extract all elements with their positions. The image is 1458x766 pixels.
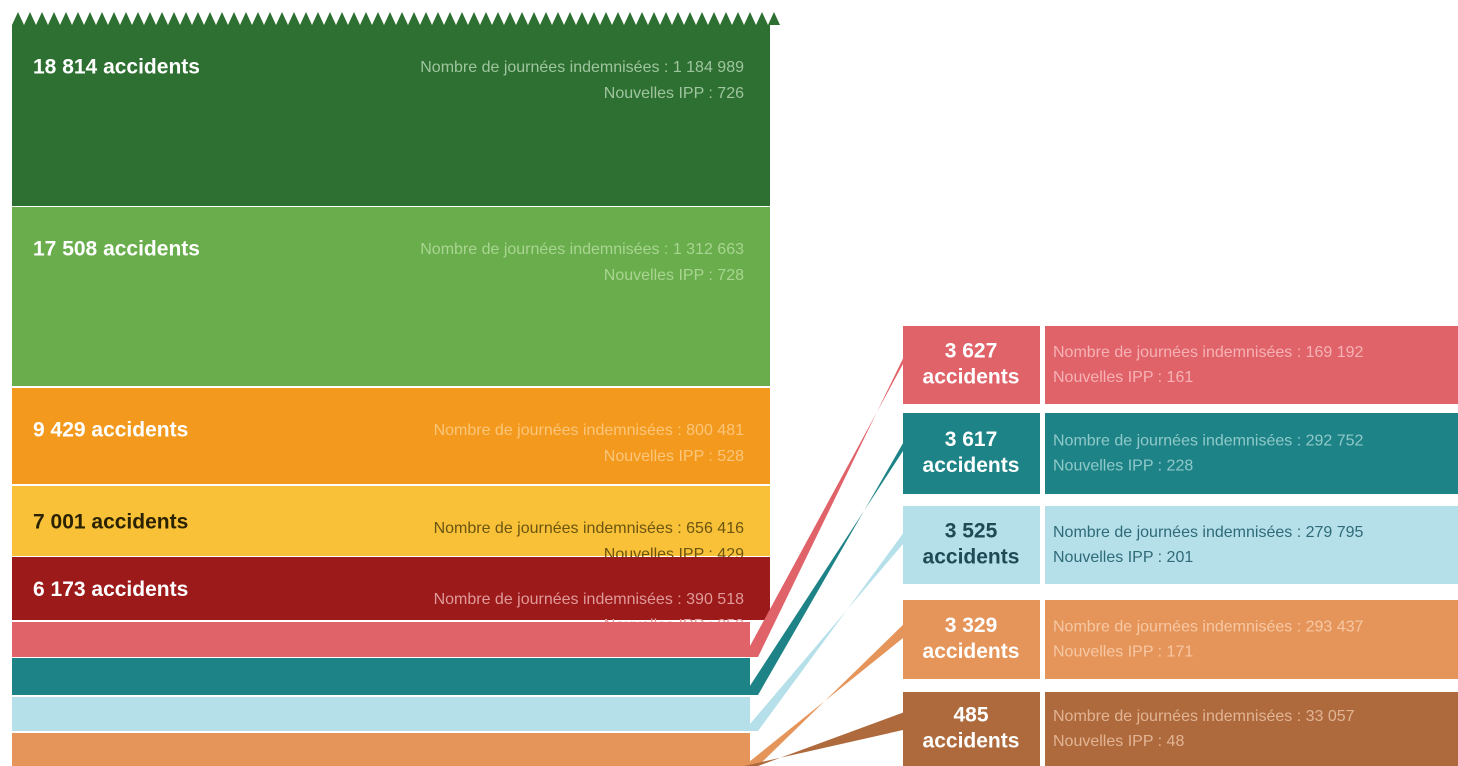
callout-text-box xyxy=(1045,413,1458,494)
callout-days: Nombre de journées indemnisées : 169 192 xyxy=(1053,344,1364,361)
callout-text-box xyxy=(1045,600,1458,679)
callout-text-box xyxy=(1045,692,1458,766)
band xyxy=(12,697,750,731)
band xyxy=(12,207,770,386)
callout-unit: accidents xyxy=(923,546,1020,569)
band-days: Nombre de journées indemnisées : 656 416 xyxy=(434,520,745,537)
band xyxy=(12,658,750,695)
band-label: 17 508 accidents xyxy=(33,238,200,261)
callout-count-box xyxy=(903,506,1040,584)
connector xyxy=(744,710,910,766)
band-ipp: Nouvelles IPP : 728 xyxy=(604,267,744,284)
callout-text-box xyxy=(1045,506,1458,584)
band xyxy=(12,733,750,766)
band xyxy=(12,622,750,657)
callout-days: Nombre de journées indemnisées : 279 795 xyxy=(1053,524,1364,541)
callout-count-box xyxy=(903,600,1040,679)
callout-ipp: Nouvelles IPP : 48 xyxy=(1053,733,1184,750)
band xyxy=(12,486,770,556)
callout-count: 3 525 xyxy=(945,520,998,543)
callout-unit: accidents xyxy=(923,454,1020,477)
callout-ipp: Nouvelles IPP : 201 xyxy=(1053,549,1193,566)
callout-days: Nombre de journées indemnisées : 292 752 xyxy=(1053,433,1364,450)
zigzag xyxy=(12,12,780,25)
callout-ipp: Nouvelles IPP : 171 xyxy=(1053,644,1193,661)
band-days: Nombre de journées indemnisées : 1 184 9… xyxy=(420,59,744,76)
callout-count: 3 329 xyxy=(945,614,998,637)
callout-ipp: Nouvelles IPP : 161 xyxy=(1053,369,1193,386)
callout-count: 3 627 xyxy=(945,340,998,363)
band xyxy=(12,388,770,484)
band-label: 18 814 accidents xyxy=(33,56,200,79)
band-days: Nombre de journées indemnisées : 800 481 xyxy=(434,422,745,439)
callout-text-box xyxy=(1045,326,1458,404)
band-label: 6 173 accidents xyxy=(33,578,188,601)
callout-count-box xyxy=(903,413,1040,494)
callout-count-box xyxy=(903,326,1040,404)
band-label: 7 001 accidents xyxy=(33,511,188,534)
callout-unit: accidents xyxy=(923,640,1020,663)
callout-unit: accidents xyxy=(923,730,1020,753)
callout-days: Nombre de journées indemnisées : 33 057 xyxy=(1053,708,1355,725)
callout-days: Nombre de journées indemnisées : 293 437 xyxy=(1053,619,1364,636)
callout-unit: accidents xyxy=(923,366,1020,389)
band-label: 9 429 accidents xyxy=(33,419,188,442)
band-days: Nombre de journées indemnisées : 390 518 xyxy=(434,591,745,608)
callout-ipp: Nouvelles IPP : 228 xyxy=(1053,458,1193,475)
callout-count-box xyxy=(903,692,1040,766)
band xyxy=(12,25,770,206)
callout-count: 485 xyxy=(953,704,988,727)
band-ipp: Nouvelles IPP : 528 xyxy=(604,448,744,465)
band xyxy=(12,557,770,620)
callout-count: 3 617 xyxy=(945,428,998,451)
band-ipp: Nouvelles IPP : 726 xyxy=(604,85,744,102)
band-days: Nombre de journées indemnisées : 1 312 6… xyxy=(420,241,744,258)
